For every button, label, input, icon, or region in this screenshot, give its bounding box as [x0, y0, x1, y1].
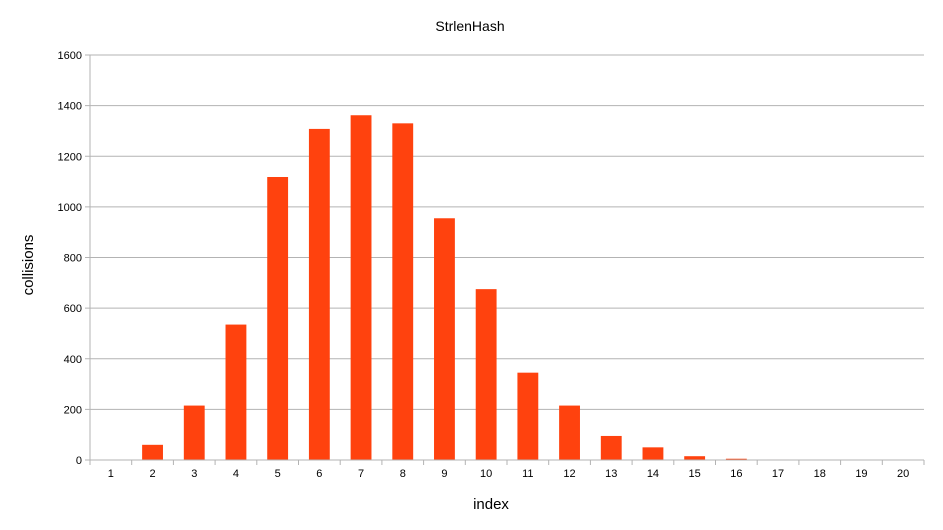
axes: [89, 55, 925, 465]
x-tick-label: 5: [275, 468, 281, 480]
y-tick-label: 1600: [58, 50, 82, 62]
x-tick-label: 14: [647, 468, 659, 480]
y-tick-label: 200: [64, 404, 82, 416]
x-tick-label: 19: [855, 468, 867, 480]
bar-7: [350, 115, 372, 461]
bar-3: [183, 405, 205, 460]
x-tick-label: 6: [316, 468, 322, 480]
x-tick-label: 1: [108, 468, 114, 480]
y-tick-label: 800: [64, 253, 82, 265]
bar-13: [600, 435, 622, 460]
bar-6: [308, 128, 330, 460]
y-tick-label: 600: [64, 303, 82, 315]
bar-9: [434, 218, 455, 460]
y-axis-title: collisions: [20, 235, 37, 296]
bar-11: [517, 372, 539, 460]
x-tick-label: 20: [897, 468, 909, 480]
x-tick-label: 12: [563, 468, 575, 480]
x-tick-label: 2: [149, 468, 155, 480]
x-tick-labels: 1 2 3 4 5 6 7 8 9 10 11 12 13 14 15 16 17 18 19 20: [108, 468, 909, 480]
bar-14: [642, 447, 664, 460]
bar-10: [475, 289, 497, 460]
x-tick-label: 7: [358, 468, 364, 480]
x-tick-label: 3: [191, 468, 197, 480]
bar-15: [684, 456, 706, 460]
x-tick-label: 9: [441, 468, 447, 480]
bars: [142, 115, 872, 461]
bar-2: [142, 444, 163, 460]
x-tick-label: 17: [772, 468, 784, 480]
x-tick-label: 10: [480, 468, 492, 480]
chart-title: StrlenHash: [435, 18, 504, 34]
bar-8: [392, 123, 414, 460]
gridlines: [85, 54, 924, 461]
x-tick-label: 8: [400, 468, 406, 480]
y-tick-label: 400: [64, 354, 82, 366]
y-tick-label: 0: [76, 455, 82, 467]
x-axis-title: index: [473, 496, 509, 513]
bar-12: [559, 405, 580, 460]
x-tick-label: 15: [689, 468, 701, 480]
x-tick-label: 16: [730, 468, 742, 480]
y-tick-label: 1200: [58, 151, 82, 163]
x-tick-label: 11: [522, 468, 533, 480]
y-tick-labels: 0 200 400 600 800 1000 1200 1400 1600: [58, 50, 82, 467]
y-tick-label: 1000: [58, 202, 82, 214]
bar-4: [225, 324, 247, 460]
bar-5: [267, 177, 289, 460]
x-tick-label: 13: [605, 468, 617, 480]
x-tick-label: 18: [814, 468, 826, 480]
bar-16: [725, 458, 747, 460]
y-tick-label: 1400: [58, 101, 82, 113]
x-tick-label: 4: [233, 468, 239, 480]
